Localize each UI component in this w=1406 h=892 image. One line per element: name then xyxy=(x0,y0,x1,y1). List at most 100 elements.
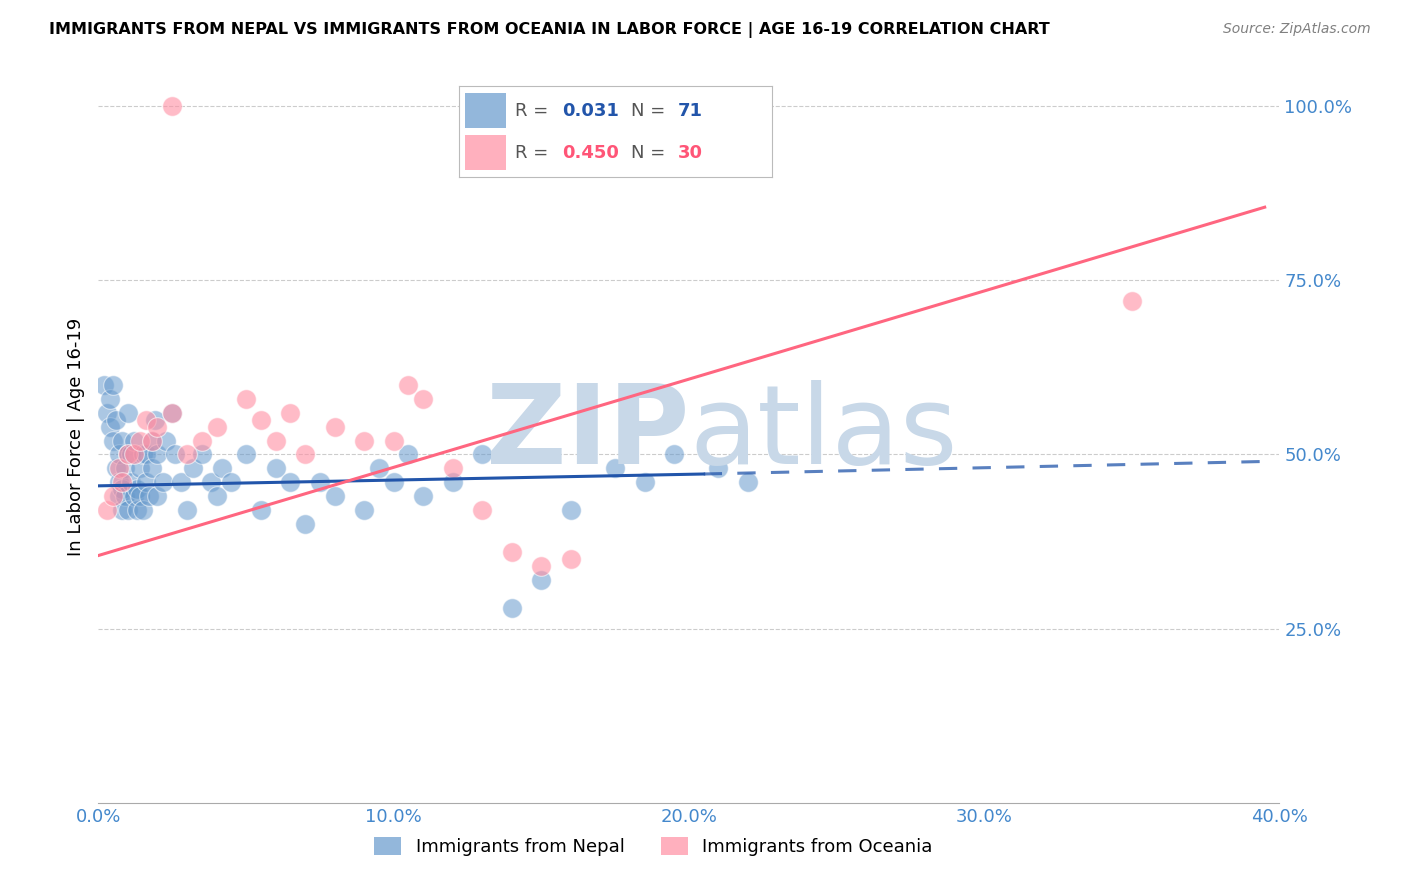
Point xyxy=(96,406,118,420)
Point xyxy=(170,475,193,490)
Point xyxy=(382,475,405,490)
Point xyxy=(132,448,155,462)
Point xyxy=(108,475,131,490)
Point xyxy=(155,434,177,448)
Point xyxy=(471,503,494,517)
Point xyxy=(125,483,148,497)
Point xyxy=(122,489,145,503)
Point xyxy=(560,503,582,517)
Point xyxy=(205,489,228,503)
Point xyxy=(111,475,134,490)
Point xyxy=(294,448,316,462)
Point xyxy=(634,475,657,490)
Point xyxy=(368,461,391,475)
Point xyxy=(141,461,163,475)
Point xyxy=(152,475,174,490)
Point xyxy=(103,434,125,448)
Point xyxy=(530,558,553,573)
Point xyxy=(211,461,233,475)
Point xyxy=(96,503,118,517)
Point xyxy=(117,503,139,517)
Point xyxy=(111,483,134,497)
Point xyxy=(143,412,166,426)
Point xyxy=(162,406,183,420)
Point xyxy=(441,475,464,490)
Point xyxy=(165,448,187,462)
Point xyxy=(146,419,169,434)
Point xyxy=(530,573,553,587)
Point xyxy=(135,448,157,462)
Point xyxy=(111,434,134,448)
Point xyxy=(135,475,157,490)
Point xyxy=(105,412,128,426)
Point xyxy=(280,406,302,420)
Point xyxy=(235,448,257,462)
Point xyxy=(114,461,136,475)
Point xyxy=(135,412,157,426)
Point xyxy=(412,489,434,503)
Point xyxy=(280,475,302,490)
Point xyxy=(441,461,464,475)
Point xyxy=(122,448,145,462)
Point xyxy=(162,406,183,420)
Text: Source: ZipAtlas.com: Source: ZipAtlas.com xyxy=(1223,22,1371,37)
Point xyxy=(105,461,128,475)
Point xyxy=(412,392,434,406)
Point xyxy=(664,448,686,462)
Point xyxy=(501,545,523,559)
Point xyxy=(560,552,582,566)
Point xyxy=(323,489,346,503)
Point xyxy=(353,434,375,448)
Point xyxy=(141,434,163,448)
Legend: Immigrants from Nepal, Immigrants from Oceania: Immigrants from Nepal, Immigrants from O… xyxy=(367,830,941,863)
Point xyxy=(707,461,730,475)
Point xyxy=(221,475,243,490)
Y-axis label: In Labor Force | Age 16-19: In Labor Force | Age 16-19 xyxy=(66,318,84,557)
Text: ZIP: ZIP xyxy=(485,380,689,487)
Point xyxy=(93,377,115,392)
Point xyxy=(162,99,183,113)
Point xyxy=(309,475,332,490)
Point xyxy=(294,517,316,532)
Point xyxy=(382,434,405,448)
Point xyxy=(114,489,136,503)
Point xyxy=(132,503,155,517)
Point xyxy=(103,377,125,392)
Point xyxy=(200,475,222,490)
Point xyxy=(120,448,142,462)
Point xyxy=(235,392,257,406)
Point xyxy=(176,448,198,462)
Text: IMMIGRANTS FROM NEPAL VS IMMIGRANTS FROM OCEANIA IN LABOR FORCE | AGE 16-19 CORR: IMMIGRANTS FROM NEPAL VS IMMIGRANTS FROM… xyxy=(49,22,1050,38)
Point xyxy=(117,448,139,462)
Point xyxy=(605,461,627,475)
Point xyxy=(176,503,198,517)
Point xyxy=(138,489,160,503)
Point xyxy=(117,406,139,420)
Point xyxy=(98,419,121,434)
Point xyxy=(264,461,287,475)
Point xyxy=(205,419,228,434)
Point xyxy=(146,448,169,462)
Text: atlas: atlas xyxy=(689,380,957,487)
Point xyxy=(98,392,121,406)
Point xyxy=(398,377,420,392)
Point xyxy=(111,503,134,517)
Point xyxy=(108,461,131,475)
Point xyxy=(103,489,125,503)
Point xyxy=(191,434,214,448)
Point xyxy=(737,475,759,490)
Point xyxy=(501,600,523,615)
Point xyxy=(146,489,169,503)
Point xyxy=(108,489,131,503)
Point xyxy=(120,475,142,490)
Point xyxy=(250,503,273,517)
Point xyxy=(353,503,375,517)
Point xyxy=(264,434,287,448)
Point xyxy=(108,448,131,462)
Point xyxy=(128,434,150,448)
Point xyxy=(323,419,346,434)
Point xyxy=(122,434,145,448)
Point xyxy=(128,489,150,503)
Point xyxy=(191,448,214,462)
Point xyxy=(181,461,204,475)
